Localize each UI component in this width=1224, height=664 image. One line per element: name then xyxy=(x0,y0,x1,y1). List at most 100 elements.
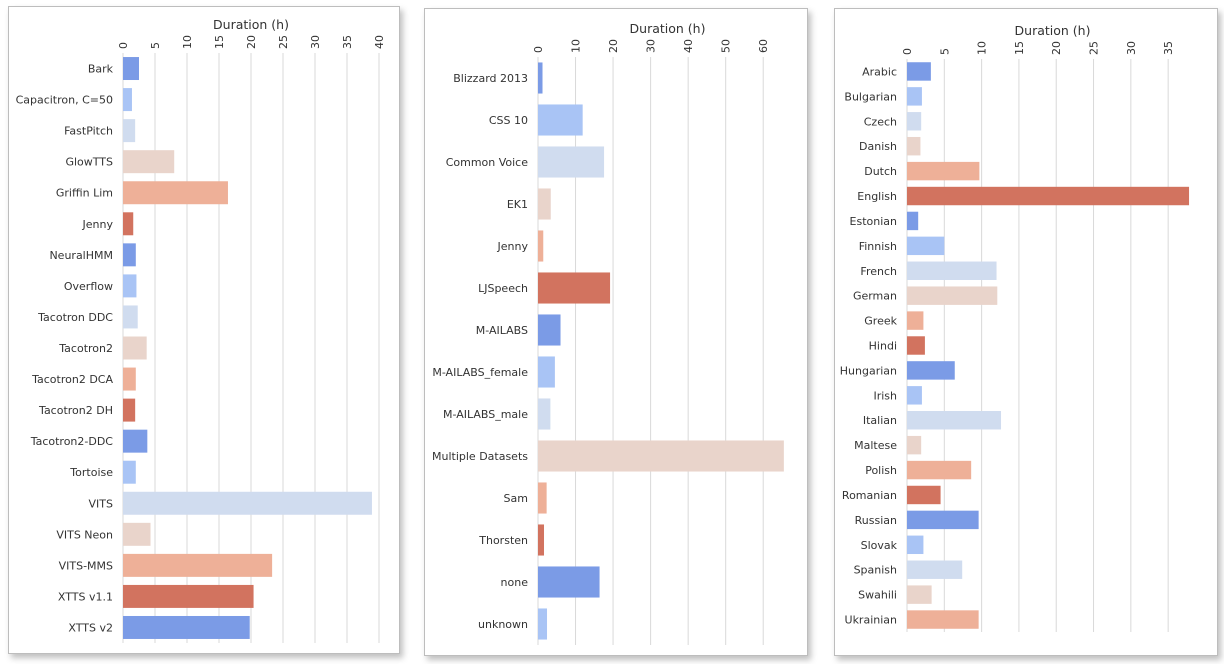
y-category-label: Slovak xyxy=(861,539,898,552)
bar xyxy=(907,112,922,131)
x-tick-label: 0 xyxy=(901,48,914,55)
x-tick-label: 20 xyxy=(245,35,258,49)
bar xyxy=(907,286,998,305)
bar xyxy=(907,161,980,181)
x-tick-label: 10 xyxy=(570,39,583,53)
bar xyxy=(123,460,136,484)
bar xyxy=(538,230,544,262)
x-axis-title: Duration (h) xyxy=(630,21,706,36)
bar xyxy=(123,88,132,112)
y-category-label: Tacotron2 DCA xyxy=(31,373,113,386)
bar xyxy=(907,87,922,106)
x-tick-label: 15 xyxy=(213,35,226,49)
y-category-label: Romanian xyxy=(842,489,897,502)
y-category-label: Blizzard 2013 xyxy=(453,72,528,85)
y-category-label: VITS-MMS xyxy=(59,559,113,572)
y-category-label: German xyxy=(853,290,897,303)
chart-models: Duration (h) 0 5 10 15 20 25 30 35 40 Bark Capacitr… xyxy=(16,17,386,643)
bar xyxy=(538,104,583,136)
y-category-label: NeuralHMM xyxy=(49,249,113,262)
y-category-label: Russian xyxy=(855,514,897,527)
bar xyxy=(907,560,963,579)
bar xyxy=(538,272,611,304)
x-tick-label: 5 xyxy=(938,48,951,55)
bar xyxy=(538,356,555,388)
y-category-label: Common Voice xyxy=(446,156,529,169)
y-category-label: XTTS v2 xyxy=(68,621,113,634)
x-tick-label: 40 xyxy=(373,35,386,49)
bar xyxy=(123,150,175,174)
y-category-label: Polish xyxy=(865,464,897,477)
x-tick-label: 10 xyxy=(976,41,989,55)
bar xyxy=(907,411,1002,430)
chart-panel-languages: Duration (h) 0 5 10 15 20 25 30 35 Arabic Bulgaria… xyxy=(834,8,1218,656)
x-tick-label: 35 xyxy=(1162,41,1175,55)
x-tick-label: 25 xyxy=(277,35,290,49)
y-category-label: Bulgarian xyxy=(844,90,897,103)
bar xyxy=(123,274,137,298)
bar xyxy=(123,212,134,236)
y-category-label: Finnish xyxy=(859,240,897,253)
y-category-label: CSS 10 xyxy=(489,114,528,127)
y-category-label: Estonian xyxy=(850,215,897,228)
chart-datasets: Duration (h) 0 10 20 30 40 50 60 Blizzard 2013 CS… xyxy=(432,21,784,645)
bar xyxy=(907,136,921,156)
chart-panel-models: Duration (h) 0 5 10 15 20 25 30 35 40 Bark Capacitr… xyxy=(8,6,400,654)
y-category-label: Griffin Lim xyxy=(56,187,113,200)
bar xyxy=(907,460,972,480)
bar xyxy=(538,62,543,94)
y-category-label: French xyxy=(860,265,897,278)
y-category-label: Czech xyxy=(864,115,897,128)
bar xyxy=(538,482,547,514)
x-tick-label: 15 xyxy=(1013,41,1026,55)
x-tick-label: 35 xyxy=(341,35,354,49)
bar xyxy=(907,535,924,555)
chart-languages: Duration (h) 0 5 10 15 20 25 30 35 Arabic Bulgaria… xyxy=(840,23,1190,632)
y-category-label: Tacotron2 xyxy=(58,342,113,355)
y-category-label: VITS Neon xyxy=(56,528,113,541)
bar xyxy=(123,522,151,546)
y-category-label: Overflow xyxy=(64,280,113,293)
x-tick-label: 30 xyxy=(645,39,658,53)
bar xyxy=(907,510,979,530)
x-axis-title: Duration (h) xyxy=(213,17,289,32)
bar xyxy=(123,119,136,143)
y-category-label: Spanish xyxy=(854,564,897,577)
bar xyxy=(123,491,372,515)
bar xyxy=(538,314,561,346)
bar xyxy=(907,261,997,280)
bar xyxy=(907,186,1190,206)
bar xyxy=(538,440,784,472)
y-category-label: Thorsten xyxy=(478,534,528,547)
y-category-label: Jenny xyxy=(497,240,529,253)
bar xyxy=(123,367,136,391)
x-tick-label: 20 xyxy=(1050,41,1063,55)
y-category-label: Tacotron2 DH xyxy=(38,404,113,417)
bar xyxy=(538,188,551,220)
bar xyxy=(538,146,605,178)
bar xyxy=(907,610,979,629)
y-category-label: Maltese xyxy=(854,439,897,452)
x-tick-label: 30 xyxy=(1125,41,1138,55)
bar xyxy=(538,398,551,430)
y-category-label: Hindi xyxy=(869,340,897,353)
y-category-label: LJSpeech xyxy=(478,282,528,295)
y-category-label: Arabic xyxy=(862,65,897,78)
bar xyxy=(907,211,919,231)
bar xyxy=(907,336,925,355)
y-category-label: Irish xyxy=(873,389,897,402)
bar xyxy=(123,181,228,205)
bar xyxy=(907,435,922,455)
x-tick-label: 50 xyxy=(720,39,733,53)
y-category-label: Capacitron, C=50 xyxy=(16,94,113,107)
x-axis-title: Duration (h) xyxy=(1015,23,1091,38)
y-category-label: Bark xyxy=(88,63,114,76)
x-tick-label: 0 xyxy=(117,42,130,49)
bar xyxy=(538,608,548,640)
x-tick-label: 30 xyxy=(309,35,322,49)
y-category-label: XTTS v1.1 xyxy=(58,590,113,603)
x-tick-label: 20 xyxy=(607,39,620,53)
bar xyxy=(123,305,138,329)
y-category-label: M-AILABS xyxy=(476,324,528,337)
bar xyxy=(123,553,273,577)
